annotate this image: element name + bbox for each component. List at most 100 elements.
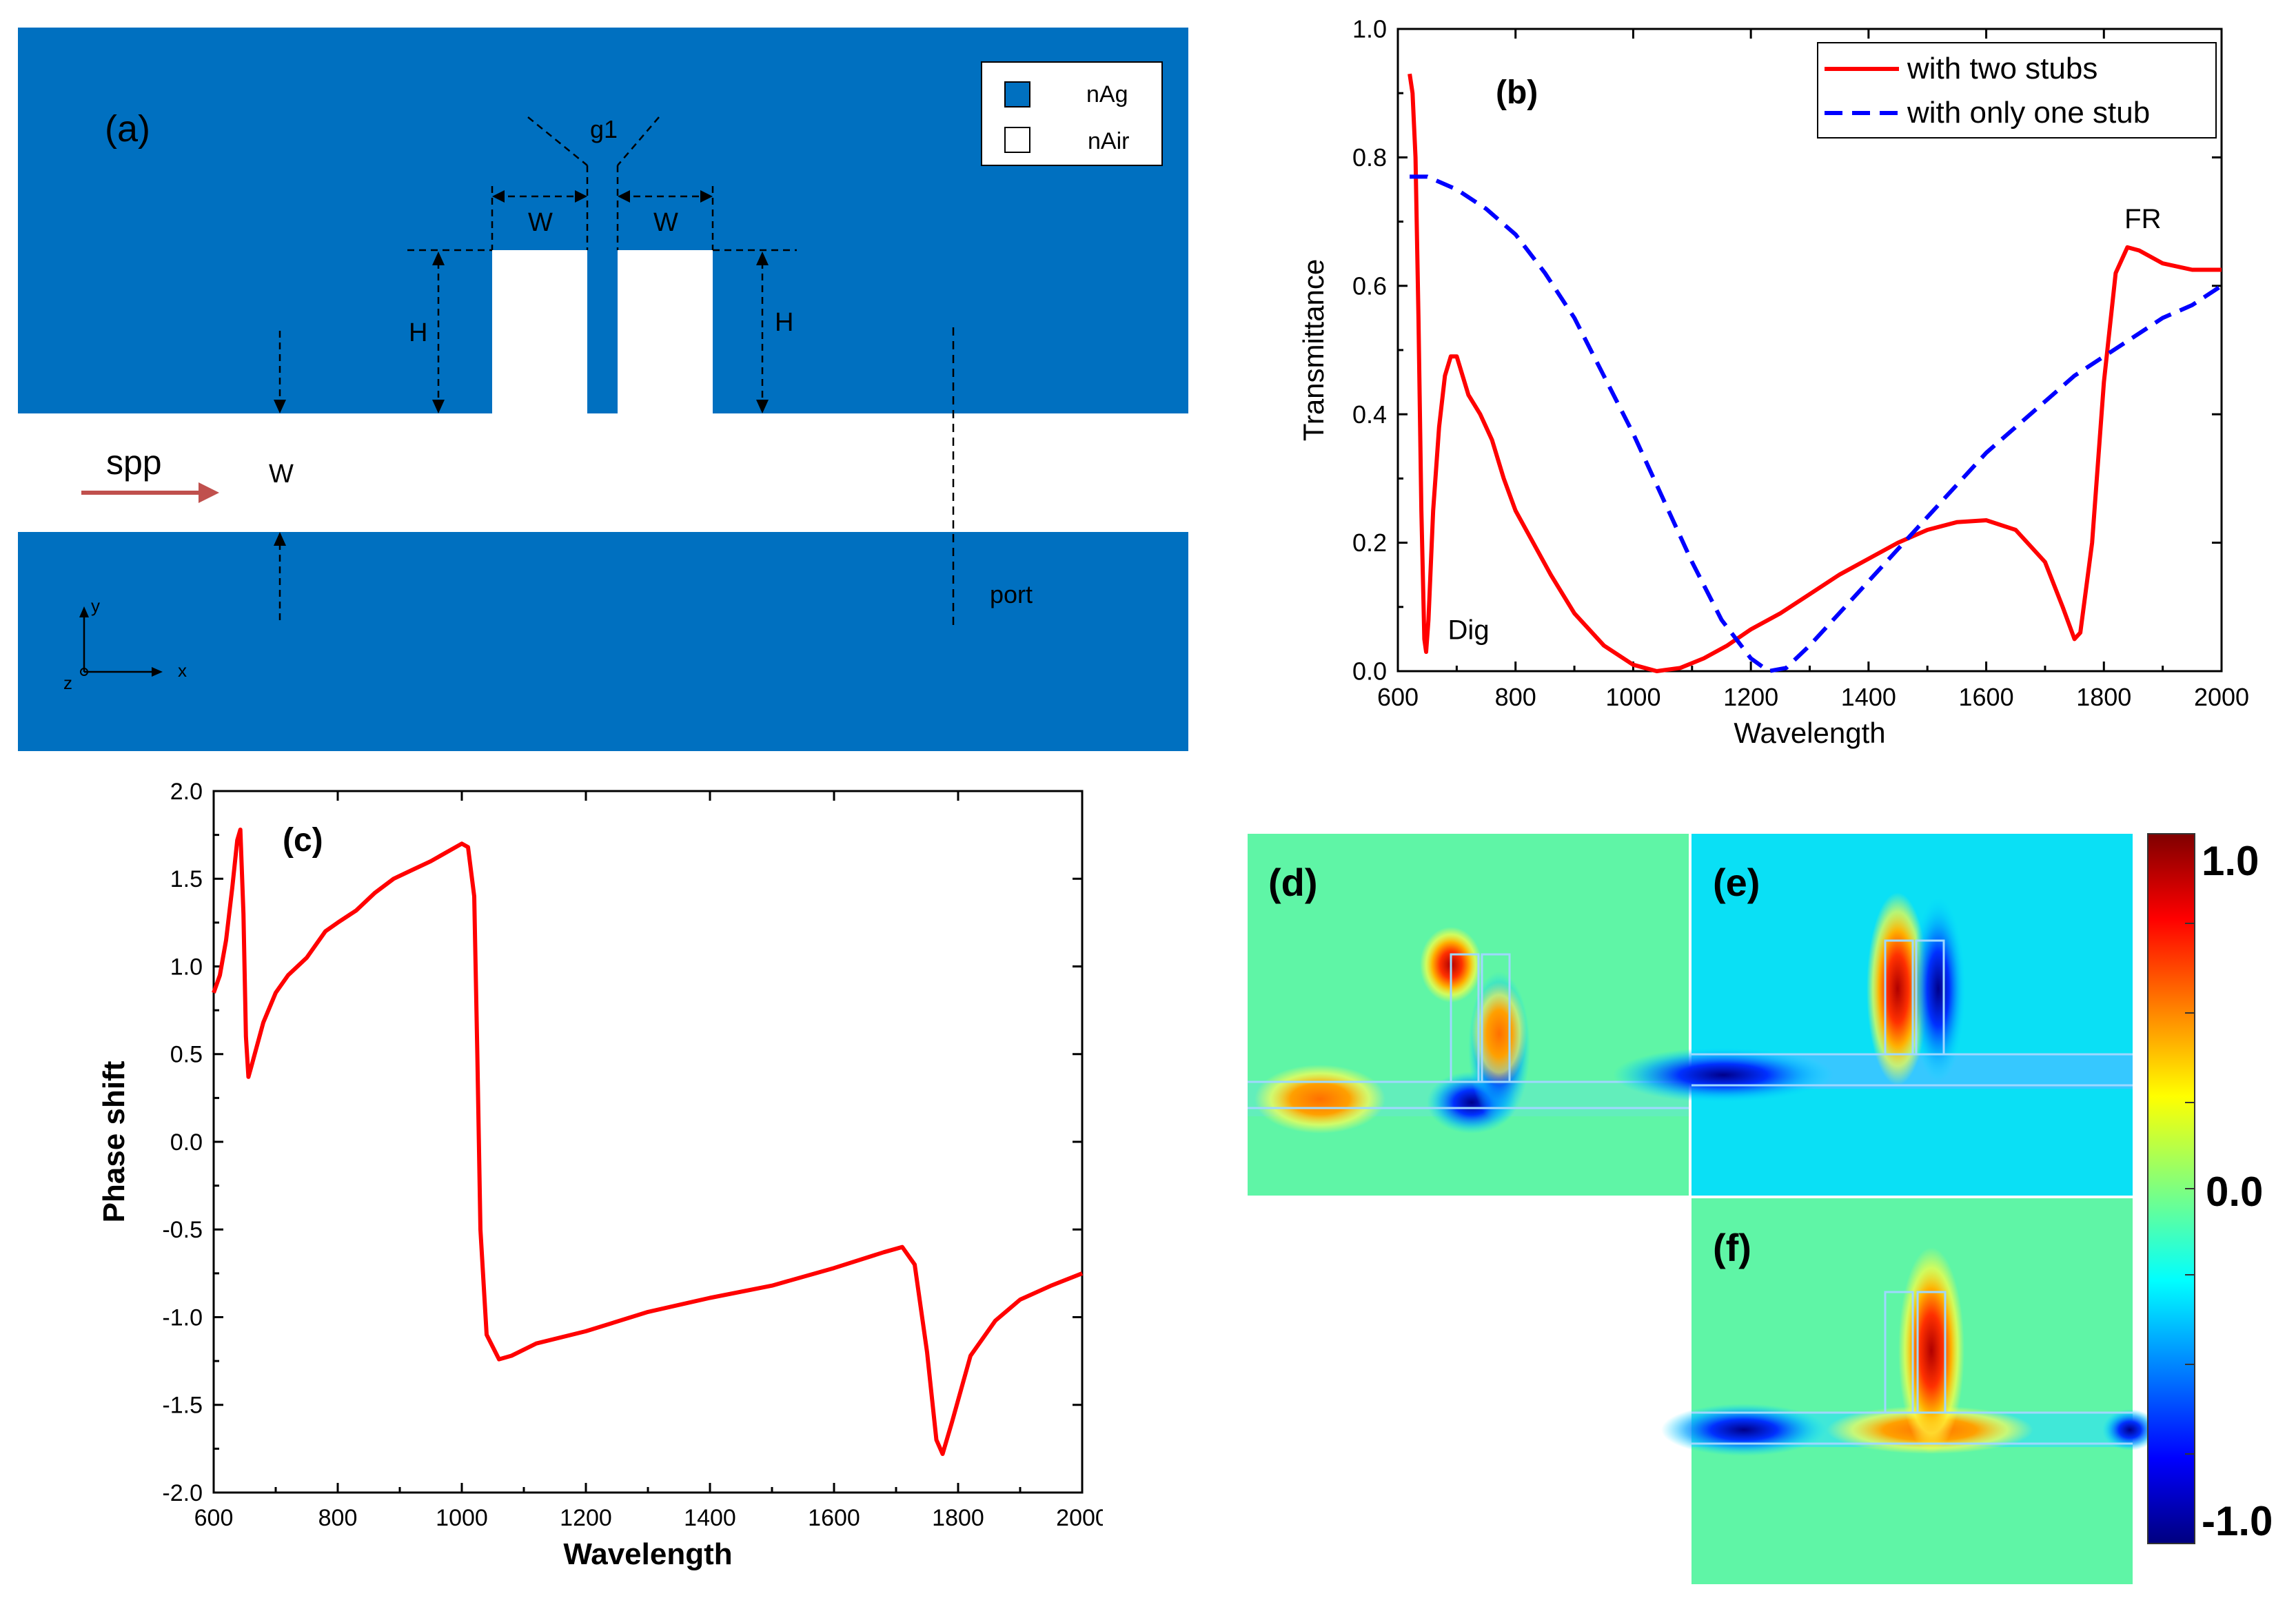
legend-air-swatch: [1004, 127, 1030, 153]
field-map-e-blue-lobe: [1911, 896, 1966, 1082]
legend-air-label: nAir: [1088, 128, 1129, 154]
chart-b-x-tick-label: 1400: [1841, 683, 1896, 711]
chart-b-panel-label: (b): [1496, 74, 1538, 111]
panel-a-label: (a): [105, 108, 150, 150]
chart-b-y-tick-label: 0.6: [1352, 271, 1387, 300]
h-left-label: H: [409, 318, 427, 347]
axis-z-origin: [80, 668, 88, 676]
chart-b-y-tick-label: 1.0: [1352, 15, 1387, 43]
chart-c-y-tick-label: -0.5: [162, 1217, 203, 1243]
h-right-arrowhead-b: [756, 400, 769, 413]
chart-b-series-line-2: [1410, 174, 2223, 673]
spp-arrowhead: [199, 482, 219, 503]
chart-b-annotation-fr: FR: [2124, 204, 2161, 234]
colorbar-max-label: 1.0: [2202, 838, 2259, 884]
structure-schematic: (a) nAg nAir g1 W W H H W spp port y x: [18, 28, 1188, 751]
chart-c-x-tick-label: 1800: [932, 1505, 984, 1531]
field-distribution-maps: (d) (e) (f) 1.0 0.0: [1248, 833, 2273, 1584]
stub-left: [492, 250, 587, 416]
chart-c-series-line-1: [212, 828, 1084, 1456]
g1-label: g1: [590, 115, 618, 143]
legend-ag-label: nAg: [1086, 81, 1128, 107]
transmittance-plot-area: 600 800 1000 1200 1400 1600 1800 2000 0.0 0.2 0.4 0…: [1297, 15, 2249, 749]
field-map-e: (e): [1613, 834, 2133, 1196]
w-right-label: W: [653, 208, 678, 237]
chart-c-y-tick-label: -2.0: [162, 1480, 203, 1506]
chart-c-panel-label: (c): [283, 822, 323, 859]
chart-c-x-tick-label: 1000: [436, 1505, 488, 1531]
chart-c-x-axis-label: Wavelength: [563, 1537, 732, 1571]
chart-b-x-tick-label: 2000: [2194, 683, 2249, 711]
transmittance-chart: 600 800 1000 1200 1400 1600 1800 2000 0.0 0.2 0.4 0…: [1297, 15, 2249, 749]
field-map-f-blue-lobe-left: [1661, 1404, 1827, 1456]
chart-b-x-tick-label: 1000: [1605, 683, 1660, 711]
axis-y-label: y: [91, 595, 100, 616]
field-map-e-blue-lobe-left: [1613, 1047, 1833, 1103]
field-map-d: (d): [1248, 834, 1689, 1196]
h-right-arrowhead-t: [756, 252, 769, 265]
field-map-f: (f): [1661, 1198, 2157, 1584]
chart-c-y-axis-label: Phase shift: [97, 1060, 131, 1222]
g1-leader-right: [617, 116, 660, 166]
chart-c-y-tick-label: 0.0: [170, 1129, 203, 1156]
field-map-f-label: (f): [1713, 1226, 1751, 1269]
chart-b-y-tick-label: 0.0: [1352, 657, 1387, 686]
chart-c-y-tick-label: 1.0: [170, 954, 203, 980]
field-map-f-red-lobe: [1898, 1247, 1964, 1454]
waveguide-w-arrowhead-top: [274, 400, 286, 413]
chart-b-y-axis-label: Transmittance: [1297, 259, 1330, 442]
chart-c-plot-frame: [212, 790, 1084, 1494]
chart-c-y-tick-label: -1.0: [162, 1304, 203, 1331]
colorbar-min-label: -1.0: [2202, 1498, 2273, 1544]
chart-b-x-tick-label: 1600: [1959, 683, 2014, 711]
chart-b-legend: [1817, 42, 2217, 139]
colorbar: 1.0 0.0 -1.0: [2147, 833, 2273, 1544]
chart-b-y-tick-label: 0.8: [1352, 143, 1387, 172]
h-left-arrowhead-t: [432, 252, 445, 265]
chart-c-y-tick-label: -1.5: [162, 1393, 203, 1419]
waveguide-w-label: W: [269, 460, 294, 489]
h-left-arrowhead-b: [432, 400, 445, 413]
field-map-d-orange-lobe-2: [1472, 982, 1527, 1085]
colorbar-mid-label: 0.0: [2206, 1169, 2263, 1215]
chart-c-y-tick-label: 0.5: [170, 1042, 203, 1068]
h-right-label: H: [775, 308, 793, 337]
axis-z-label: z: [63, 673, 72, 693]
axis-x-label: x: [178, 660, 187, 681]
field-map-f-blue-lobe-right: [2102, 1409, 2157, 1451]
g1-leader-left: [527, 116, 588, 166]
chart-c-x-tick-label: 1400: [684, 1505, 736, 1531]
chart-b-series-line-1: [1408, 73, 2222, 673]
chart-b-y-tick-label: 0.4: [1352, 400, 1387, 429]
chart-b-y-tick-label: 0.2: [1352, 529, 1387, 557]
w-left-arrowhead-l: [492, 190, 505, 203]
spp-label: spp: [106, 443, 162, 482]
chart-b-legend-label-2: with only one stub: [1907, 96, 2150, 130]
chart-c-x-tick-label: 1200: [560, 1505, 612, 1531]
chart-b-x-tick-label: 1800: [2076, 683, 2131, 711]
field-map-d-label: (d): [1268, 861, 1318, 904]
chart-c-x-tick-label: 1600: [808, 1505, 860, 1531]
chart-b-x-axis-label: Wavelength: [1734, 717, 1885, 749]
field-map-d-orange-lobe: [1254, 1065, 1385, 1134]
chart-c-x-tick-label: 800: [318, 1505, 358, 1531]
chart-c-x-tick-label: 600: [194, 1505, 234, 1531]
silver-bottom-region: [18, 532, 1188, 751]
chart-c-y-tick-label: 1.5: [170, 866, 203, 892]
chart-b-annotation-dig: Dig: [1448, 615, 1490, 645]
chart-c-x-tick-label: 2000: [1056, 1505, 1103, 1531]
phase-shift-chart: 600 800 1000 1200 1400 1600 1800 2000 -2.0 -1.5 -1…: [97, 779, 1103, 1571]
field-map-e-label: (e): [1713, 861, 1760, 904]
chart-b-legend-label-1: with two stubs: [1907, 52, 2097, 85]
chart-b-x-tick-label: 1200: [1723, 683, 1778, 711]
port-label: port: [990, 580, 1033, 608]
w-right-arrowhead-l: [618, 190, 630, 203]
w-left-arrowhead-r: [575, 190, 587, 203]
stub-right: [618, 250, 713, 416]
field-map-d-background: [1248, 834, 1689, 1196]
chart-c-y-tick-label: 2.0: [170, 779, 203, 805]
legend-ag-swatch: [1004, 81, 1030, 107]
axis-x-arrowhead: [152, 667, 163, 677]
w-right-arrowhead-r: [700, 190, 713, 203]
waveguide-w-arrowhead-bottom: [274, 532, 286, 546]
